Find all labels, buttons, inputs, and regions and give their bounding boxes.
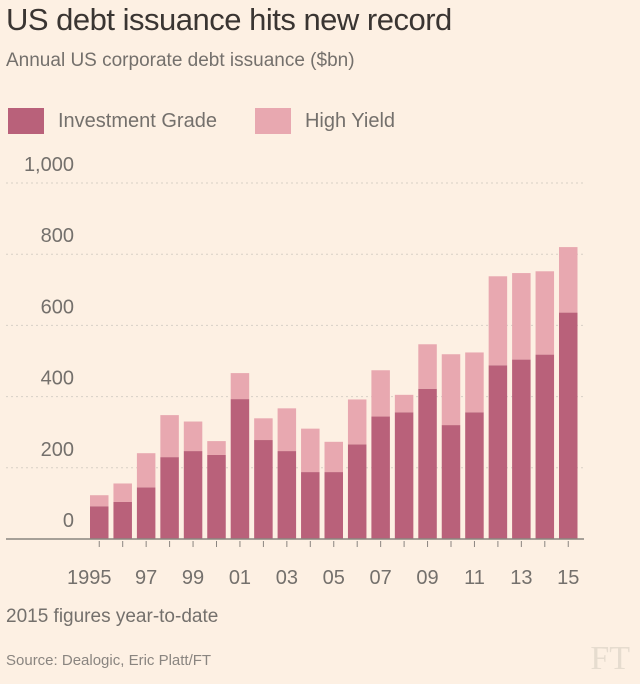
x-tick-label: 99 [182,567,204,589]
legend-label-high-yield: High Yield [304,109,396,132]
bar-investment-grade [230,399,250,539]
bar-investment-grade [301,472,320,539]
bar-high-yield [347,399,367,445]
bar-high-yield [183,421,203,452]
bar-high-yield [207,441,226,455]
x-tick-label: 1995 [67,567,112,589]
ft-logo: FT [590,640,630,677]
bar-high-yield [371,370,390,417]
y-tick-label: 0 [63,510,74,532]
bar-high-yield [394,394,414,413]
footnote: 2015 figures year-to-date [6,606,219,627]
bar-investment-grade [136,487,156,539]
chart-subtitle: Annual US corporate debt issuance ($bn) [6,50,355,71]
y-tick-label: 800 [41,225,74,247]
bar-high-yield [535,271,555,355]
x-tick-label: 13 [510,567,532,589]
bar-high-yield [559,247,578,313]
bar-investment-grade [465,412,484,539]
bar-investment-grade [394,412,414,539]
bar-investment-grade [512,359,531,539]
bar-investment-grade [371,416,390,539]
x-tick-label: 97 [135,567,157,589]
bar-high-yield [277,408,297,452]
y-tick-label: 1,000 [24,154,74,176]
bar-high-yield [488,276,508,366]
bar-investment-grade [488,365,508,539]
bar-high-yield [324,441,343,473]
x-tick-label: 01 [229,567,251,589]
bar-investment-grade [254,440,273,539]
bar-high-yield [113,483,132,502]
bar-high-yield [90,495,109,507]
y-tick-label: 200 [41,439,74,461]
legend-label-investment-grade: Investment Grade [58,109,217,132]
bar-investment-grade [347,444,367,539]
bar-investment-grade [418,388,437,539]
bar-investment-grade [160,457,179,539]
bar-investment-grade [113,501,132,539]
bar-investment-grade [183,451,203,539]
source-note: Source: Dealogic, Eric Platt/FT [6,652,212,669]
x-tick-label: 05 [323,567,345,589]
bar-high-yield [512,273,531,360]
x-tick-label: 09 [416,567,438,589]
bar-high-yield [254,418,273,441]
y-tick-label: 400 [41,368,74,390]
legend-swatch-high-yield [254,108,291,134]
bar-investment-grade [441,425,461,539]
bar-investment-grade [324,472,343,539]
x-tick-label: 07 [370,567,392,589]
bar-high-yield [230,373,250,400]
bar-high-yield [136,453,156,488]
legend-swatch-investment-grade [8,108,44,134]
bar-high-yield [301,428,320,473]
x-tick-label: 11 [464,567,485,589]
bar-high-yield [160,415,179,458]
bar-investment-grade [207,454,226,539]
x-tick-label: 03 [276,567,298,589]
chart-title: US debt issuance hits new record [6,2,452,37]
bar-investment-grade [535,354,555,539]
bar-investment-grade [277,451,297,539]
bar-high-yield [465,352,484,413]
bar-investment-grade [90,506,109,539]
y-tick-label: 600 [41,296,74,318]
bar-investment-grade [559,312,578,539]
legend: Investment Grade High Yield [8,108,395,134]
x-tick-label: 15 [557,567,579,589]
bar-high-yield [418,344,437,389]
bar-high-yield [441,354,461,426]
